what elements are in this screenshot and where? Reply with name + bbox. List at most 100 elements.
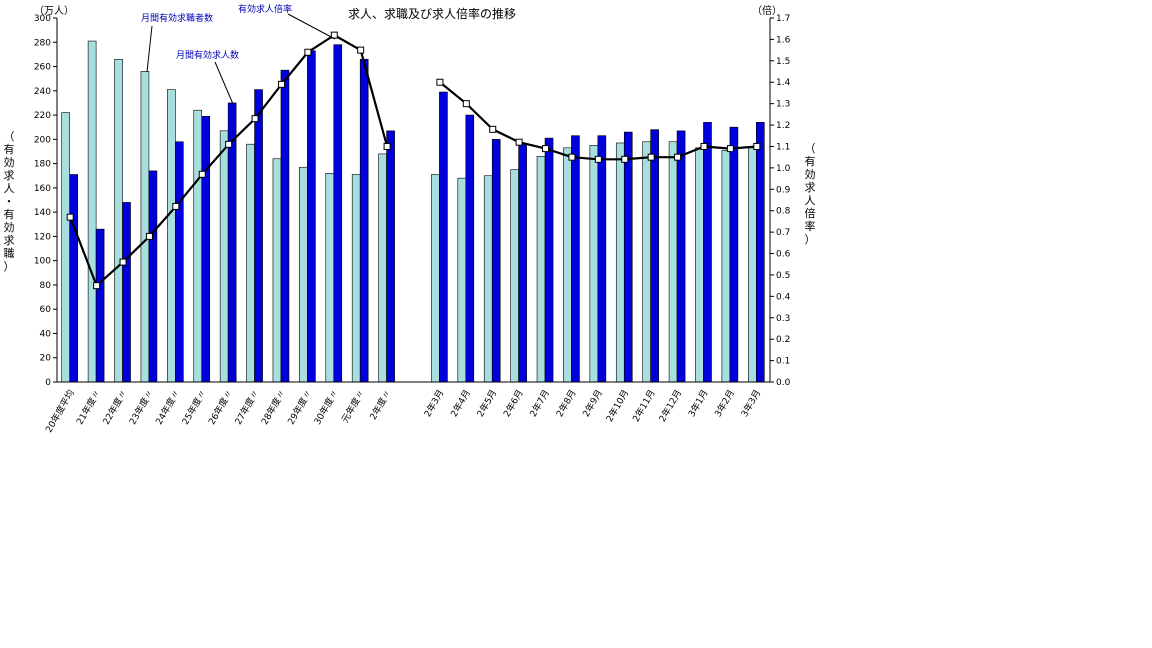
- bar-job-openings: [386, 130, 395, 383]
- left-tick-label: 20: [40, 354, 52, 364]
- bar-job-openings: [280, 69, 290, 383]
- left-axis-ticks: 0 20 40 60 80 100 120 140 160 180 200 220 240 260 280 3…: [34, 14, 57, 388]
- ratio-point: [568, 153, 576, 161]
- bar-job-openings: [703, 122, 712, 383]
- left-tick-label: 100: [34, 257, 51, 267]
- bar-job-seekers: [246, 143, 255, 383]
- bar-job-openings: [122, 202, 131, 383]
- left-unit-label: （万人）: [34, 5, 74, 17]
- bar-job-seekers: [668, 141, 678, 383]
- bar-job-seekers: [721, 149, 731, 383]
- ratio-point: [489, 125, 497, 133]
- bar-job-seekers: [378, 153, 387, 383]
- bar-job-seekers: [510, 169, 519, 383]
- bar-job-openings: [439, 91, 448, 383]
- left-tick-label: 80: [40, 281, 52, 291]
- bar-job-seekers: [642, 141, 651, 383]
- bar-job-openings: [623, 131, 633, 383]
- x-tick-label: 3年2月: [712, 388, 737, 420]
- x-tick-label: 27年度〃: [232, 388, 262, 427]
- right-tick-label: 1.2: [776, 121, 790, 131]
- bar-job-seekers: [114, 58, 123, 383]
- right-tick-label: 1.7: [776, 14, 790, 24]
- left-tick-label: 140: [34, 208, 51, 218]
- bar-job-openings: [254, 89, 263, 383]
- x-tick-label: 3年3月: [738, 388, 763, 420]
- x-tick-label: 2年10月: [603, 388, 631, 424]
- bar-job-seekers: [272, 158, 282, 383]
- bar-job-openings: [465, 114, 475, 383]
- ratio-point: [674, 153, 682, 161]
- x-tick-label: 2年度〃: [367, 388, 394, 422]
- x-tick-label: 2年12月: [656, 388, 684, 424]
- right-unit-label: （倍）: [752, 4, 782, 17]
- x-tick-label: 23年度〃: [126, 388, 156, 427]
- right-tick-label: 1.5: [776, 57, 790, 67]
- ratio-point: [93, 282, 101, 290]
- bar-layer: [61, 40, 765, 383]
- x-tick-label: 28年度〃: [258, 388, 288, 427]
- x-tick-label: 2年3月: [421, 388, 446, 420]
- x-tick-label: 元年度〃: [339, 388, 367, 425]
- right-tick-label: 0.3: [776, 314, 790, 324]
- x-tick-label: 22年度〃: [100, 388, 130, 427]
- left-tick-label: 180: [34, 160, 51, 170]
- right-tick-label: 1.3: [776, 100, 790, 110]
- left-tick-label: 300: [34, 14, 51, 24]
- bar-job-seekers: [457, 177, 467, 383]
- right-tick-label: 0.0: [776, 378, 791, 388]
- ratio-point: [357, 46, 365, 54]
- ratio-point: [145, 232, 153, 240]
- left-tick-label: 120: [34, 232, 51, 242]
- ratio-point: [753, 142, 761, 150]
- right-tick-label: 0.4: [776, 292, 791, 302]
- bar-job-seekers: [589, 145, 599, 383]
- right-ylabel-text: （有効求人倍率）: [805, 142, 816, 246]
- right-tick-label: 0.9: [776, 185, 791, 195]
- ratio-point: [172, 202, 180, 210]
- legend-leader-job-seekers: [146, 25, 153, 73]
- ratio-point: [225, 140, 233, 148]
- bar-job-openings: [95, 228, 105, 383]
- bar-job-seekers: [351, 174, 361, 383]
- x-tick-label: 24年度〃: [153, 388, 183, 427]
- legend-label-job-seekers: 月間有効求職者数: [141, 12, 213, 24]
- ratio-point: [119, 258, 127, 266]
- bar-job-openings: [201, 115, 211, 383]
- left-tick-label: 240: [34, 87, 51, 97]
- bar-job-seekers: [193, 109, 203, 383]
- x-tick-label: 2年5月: [474, 388, 499, 420]
- bar-job-openings: [148, 170, 158, 383]
- x-tick-label: 3年1月: [685, 388, 710, 420]
- x-tick-label: 30年度〃: [311, 388, 341, 427]
- right-tick-label: 0.2: [776, 335, 790, 345]
- x-tick-label: 25年度〃: [179, 388, 209, 427]
- ratio-point: [515, 138, 523, 146]
- left-ylabel-text: （有効求人・有効求職）: [4, 130, 15, 273]
- x-tick-label: 2年7月: [527, 388, 552, 420]
- left-tick-label: 160: [34, 184, 51, 194]
- ratio-point: [436, 78, 444, 86]
- ratio-point: [304, 48, 312, 56]
- bar-job-seekers: [747, 147, 757, 383]
- bar-job-openings: [597, 135, 607, 383]
- legend-leader-job-openings: [214, 61, 234, 105]
- x-tick-label: 26年度〃: [206, 388, 236, 427]
- bar-job-openings: [518, 143, 527, 383]
- bar-job-seekers: [483, 175, 493, 383]
- ratio-point: [700, 142, 708, 150]
- left-tick-label: 280: [34, 38, 51, 48]
- bar-job-openings: [544, 137, 554, 383]
- ratio-point: [198, 170, 206, 178]
- right-tick-label: 0.5: [776, 271, 790, 281]
- ratio-point: [726, 145, 734, 153]
- right-tick-label: 1.4: [776, 78, 791, 88]
- ratio-point: [647, 153, 655, 161]
- right-tick-label: 1.6: [776, 35, 791, 45]
- x-tick-label: 2年4月: [448, 388, 473, 420]
- bar-job-openings: [307, 50, 316, 383]
- bar-job-seekers: [87, 40, 97, 383]
- right-tick-label: 0.1: [776, 357, 790, 367]
- bar-job-seekers: [299, 166, 308, 383]
- left-tick-label: 40: [40, 329, 52, 339]
